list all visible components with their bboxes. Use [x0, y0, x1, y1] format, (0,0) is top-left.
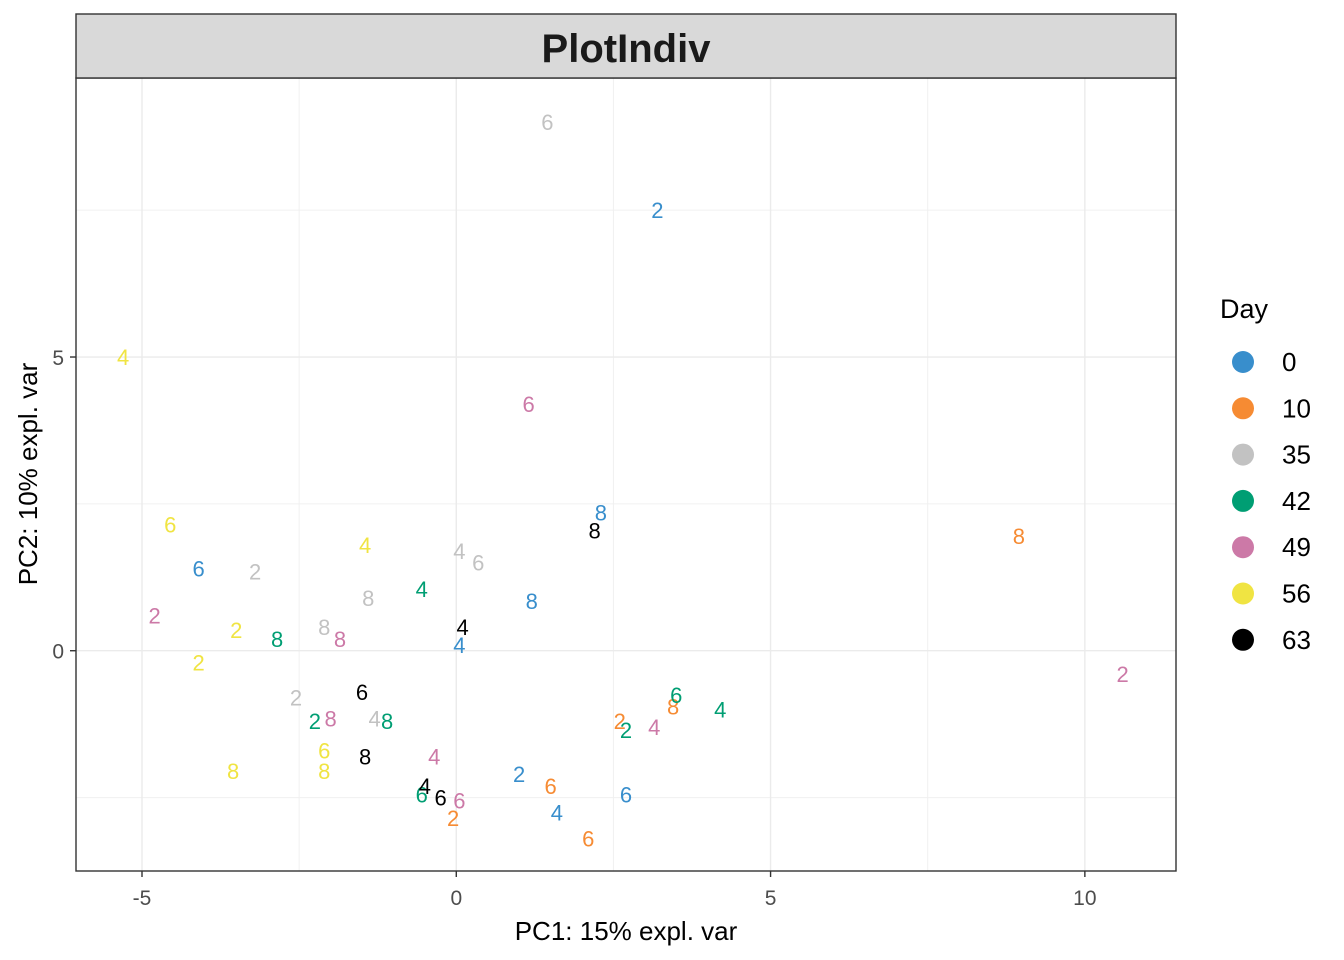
- data-point: 6: [356, 680, 368, 705]
- data-point: 2: [249, 559, 261, 584]
- data-point: 6: [472, 551, 484, 576]
- legend-key: [1232, 397, 1254, 420]
- y-axis-title: PC2: 10% expl. var: [13, 362, 43, 585]
- data-point: 6: [544, 774, 556, 799]
- data-point: 8: [324, 706, 336, 731]
- data-point: 2: [1116, 662, 1128, 687]
- x-tick-label: 5: [765, 887, 777, 910]
- data-point: 2: [309, 709, 321, 734]
- data-point: 6: [582, 827, 594, 852]
- data-point: 6: [434, 786, 446, 811]
- y-tick-label: 5: [52, 347, 64, 370]
- chart-title: PlotIndiv: [542, 27, 712, 71]
- data-point: 4: [551, 800, 563, 825]
- data-point: 6: [522, 392, 534, 417]
- data-point: 4: [428, 744, 440, 769]
- data-point: 6: [620, 783, 632, 808]
- data-point: 4: [456, 615, 468, 640]
- major-grid: [76, 78, 1176, 871]
- data-point: 6: [318, 739, 330, 764]
- data-point: 8: [318, 759, 330, 784]
- data-point: 8: [595, 501, 607, 526]
- x-tick-label: 0: [450, 887, 462, 910]
- panel-background: [76, 78, 1176, 871]
- data-point: 8: [359, 744, 371, 769]
- legend-key: [1232, 536, 1254, 559]
- data-point: 8: [318, 615, 330, 640]
- legend-key: [1232, 351, 1254, 373]
- data-point: 8: [667, 695, 679, 720]
- legend-label: 35: [1282, 440, 1311, 470]
- data-point: 6: [670, 683, 682, 708]
- data-point: 2: [148, 603, 160, 628]
- data-point: 2: [651, 198, 663, 223]
- data-point: 6: [192, 556, 204, 581]
- data-point: 6: [416, 783, 428, 808]
- data-point: 4: [359, 533, 371, 558]
- data-point: 8: [588, 518, 600, 543]
- legend-label: 10: [1282, 393, 1311, 423]
- x-axis: -5 0 5 10: [133, 871, 1097, 910]
- data-point: 6: [164, 512, 176, 537]
- data-point: 8: [362, 586, 374, 611]
- data-point: 8: [381, 709, 393, 734]
- data-point: 8: [1013, 524, 1025, 549]
- legend-label: 63: [1282, 625, 1311, 655]
- legend-key: [1232, 628, 1254, 651]
- data-point: 4: [714, 697, 726, 722]
- y-tick-label: 0: [52, 641, 64, 664]
- x-axis-title: PC1: 15% expl. var: [515, 916, 738, 946]
- data-point: 4: [648, 715, 660, 740]
- legend-key: [1232, 582, 1254, 605]
- data-point: 8: [271, 627, 283, 652]
- data-point: 4: [453, 539, 465, 564]
- data-point: 8: [227, 759, 239, 784]
- x-tick-label: 10: [1073, 887, 1096, 910]
- data-point: 6: [453, 789, 465, 814]
- legend-label: 56: [1282, 579, 1311, 609]
- data-point: 4: [117, 345, 129, 370]
- legend-title: Day: [1220, 294, 1269, 324]
- data-point: 4: [419, 774, 431, 799]
- data-point: 8: [526, 589, 538, 614]
- data-point: 2: [290, 686, 302, 711]
- data-point: 2: [620, 718, 632, 743]
- x-tick-label: -5: [133, 887, 152, 910]
- legend-label: 49: [1282, 532, 1311, 562]
- data-point: 2: [614, 709, 626, 734]
- data-point: 2: [230, 618, 242, 643]
- strip-background: [75, 13, 1177, 79]
- data-point: 4: [416, 577, 428, 602]
- minor-grid: [76, 78, 1176, 871]
- y-axis: 05: [52, 347, 76, 664]
- legend-items: 0 10 35 42 49 56 63: [1232, 347, 1311, 655]
- data-point: 2: [192, 650, 204, 675]
- data-point: 2: [447, 806, 459, 831]
- facet-strip: PlotIndiv: [75, 13, 1177, 79]
- legend-key: [1232, 489, 1254, 512]
- legend-key: [1232, 443, 1254, 466]
- legend-label: 42: [1282, 486, 1311, 516]
- data-point: 6: [541, 110, 553, 135]
- data-point: 2: [513, 762, 525, 787]
- data-point: 4: [368, 706, 380, 731]
- data-point: 4: [453, 633, 465, 658]
- data-point: 8: [334, 627, 346, 652]
- legend: Day 0 10 35 42 49 56 63: [1220, 294, 1311, 655]
- legend-label: 0: [1282, 347, 1296, 377]
